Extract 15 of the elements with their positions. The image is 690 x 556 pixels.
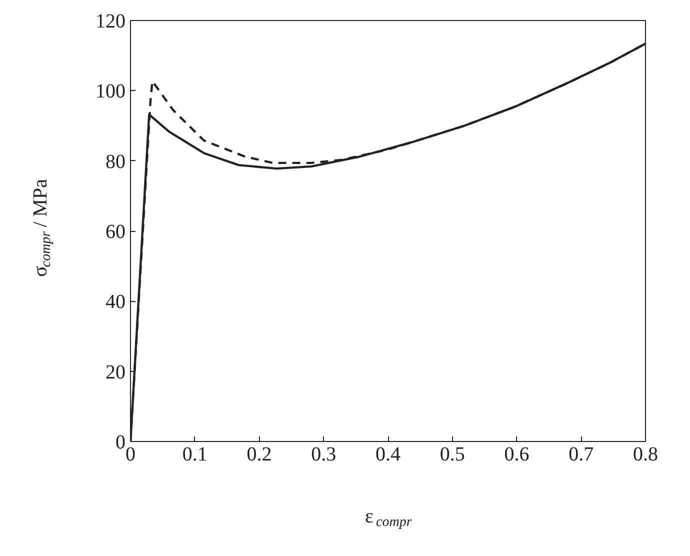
- x-tick-label: 0.4: [376, 444, 400, 466]
- y-tick-label: 20: [106, 361, 126, 384]
- x-tick-label: 0.6: [504, 444, 530, 466]
- x-tick-label: 0.1: [182, 444, 208, 466]
- y-tick-label: 80: [106, 150, 126, 173]
- y-tick-label: 40: [106, 291, 126, 314]
- x-tick-label: 0.3: [311, 444, 336, 466]
- x-tick-label: 0.7: [568, 444, 594, 466]
- y-tick-label: 100: [96, 80, 126, 103]
- x-tick-label: 0.5: [440, 444, 465, 466]
- x-tick-label: 0.8: [633, 444, 658, 466]
- x-tick-label: 0.2: [246, 444, 272, 466]
- y-tick-label: 120: [96, 10, 126, 32]
- y-tick-label: 60: [106, 221, 126, 243]
- y-axis-title: σcompr / MPa: [30, 178, 54, 277]
